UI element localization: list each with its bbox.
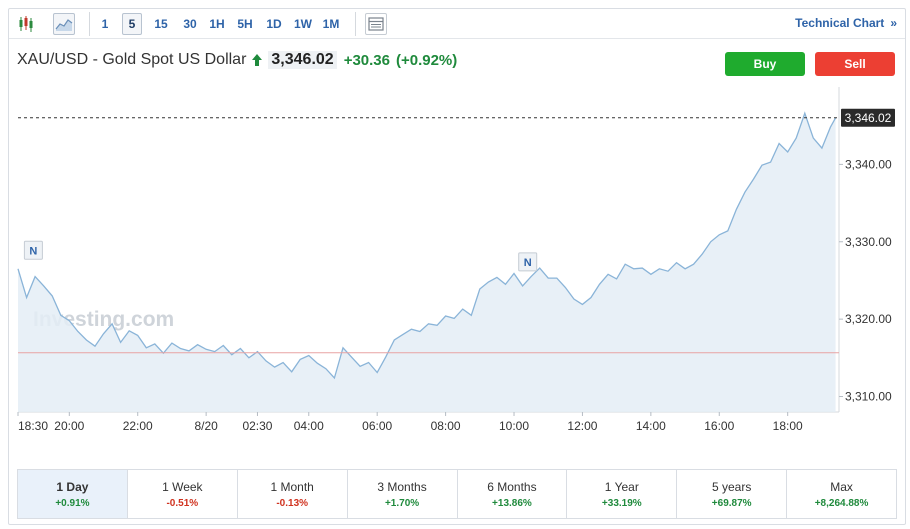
interval-button-30[interactable]: 30 [183, 17, 197, 31]
performance-label: 1 Week [162, 479, 203, 494]
technical-chart-link[interactable]: Technical Chart » [795, 16, 897, 30]
x-tick-label: 04:00 [294, 419, 324, 433]
performance-tab-3-months[interactable]: 3 Months +1.70% [348, 470, 458, 518]
chart-toolbar: 1 5 15 30 1H 5H 1D 1W 1M Technical Chart » [9, 9, 905, 39]
x-tick-label: 12:00 [567, 419, 597, 433]
x-tick-label: 10:00 [499, 419, 529, 433]
instrument-header: XAU/USD - Gold Spot US Dollar 3,346.02 +… [17, 49, 457, 71]
x-tick-label: 14:00 [636, 419, 666, 433]
x-tick-label: 8/20 [194, 419, 218, 433]
layout-icon[interactable] [365, 13, 387, 35]
interval-button-5[interactable]: 5 [122, 13, 142, 35]
performance-label: 1 Day [56, 479, 89, 494]
interval-button-1[interactable]: 1 [101, 17, 109, 31]
news-marker [518, 252, 538, 272]
performance-value: -0.13% [276, 497, 309, 509]
performance-label: 6 Months [487, 479, 537, 494]
toolbar-divider [89, 12, 90, 36]
price-change: +30.36 [343, 51, 390, 69]
last-price: 3,346.02 [268, 51, 337, 69]
candlestick-icon[interactable] [15, 13, 37, 35]
performance-value: +13.86% [492, 497, 532, 509]
news-marker-label: N [29, 245, 37, 257]
last-price-tag [841, 108, 895, 127]
y-tick-label: 3,320.00 [845, 312, 892, 326]
y-tick-label: 3,330.00 [845, 235, 892, 249]
last-price-label: 3,346.02 [845, 111, 892, 125]
y-tick-label: 3,310.00 [845, 390, 892, 404]
news-marker-label: N [524, 257, 532, 269]
news-marker [23, 240, 43, 260]
price-chart[interactable]: 3,310.00 3,320.00 3,330.00 3,340.00 18:30 20:… [9, 87, 905, 443]
up-arrow-icon [252, 54, 263, 66]
x-tick-label: 20:00 [54, 419, 84, 433]
performance-bar: 1 Day +0.91% 1 Week -0.51% 1 Month -0.13% 3 Mo… [17, 469, 897, 519]
performance-label: 5 years [712, 479, 752, 494]
price-line [17, 111, 837, 380]
area-chart-icon[interactable] [53, 13, 75, 35]
performance-label: 1 Year [604, 479, 639, 494]
toolbar-divider [355, 12, 356, 36]
performance-value: +0.91% [55, 497, 90, 509]
sell-button[interactable]: Sell [815, 52, 895, 76]
x-tick-label: 08:00 [431, 419, 461, 433]
y-tick-label: 3,340.00 [845, 157, 892, 171]
interval-button-15[interactable]: 15 [154, 17, 168, 31]
chevron-right-icon: » [890, 16, 897, 30]
x-tick-label: 06:00 [362, 419, 392, 433]
performance-tab-1-day[interactable]: 1 Day +0.91% [18, 470, 128, 518]
performance-tab-max[interactable]: Max +8,264.88% [787, 470, 896, 518]
interval-button-1m[interactable]: 1M [322, 17, 340, 31]
interval-button-5h[interactable]: 5H [237, 17, 253, 31]
x-tick-label: 22:00 [123, 419, 153, 433]
performance-value: +33.19% [601, 497, 642, 509]
chart-widget: 1 5 15 30 1H 5H 1D 1W 1M Technical Chart » XAU/US… [8, 8, 906, 525]
performance-tab-5-years[interactable]: 5 years +69.87% [677, 470, 788, 518]
performance-tab-6-months[interactable]: 6 Months +13.86% [458, 470, 568, 518]
interval-button-1w[interactable]: 1W [294, 17, 312, 31]
performance-tab-1-year[interactable]: 1 Year +33.19% [567, 470, 678, 518]
x-tick-label: 18:30 [18, 419, 48, 433]
x-tick-label: 18:00 [773, 419, 803, 433]
performance-value: +69.87% [711, 497, 752, 509]
performance-label: 1 Month [270, 479, 314, 494]
interval-button-1h[interactable]: 1H [209, 17, 225, 31]
performance-value: +1.70% [384, 497, 420, 509]
performance-label: Max [830, 479, 853, 494]
performance-value: -0.51% [166, 497, 199, 509]
performance-tab-1-month[interactable]: 1 Month -0.13% [238, 470, 348, 518]
technical-chart-label: Technical Chart [795, 16, 885, 30]
interval-button-1d[interactable]: 1D [266, 17, 282, 31]
performance-value: +8,264.88% [814, 497, 869, 509]
performance-tab-1-week[interactable]: 1 Week -0.51% [128, 470, 238, 518]
performance-label: 3 Months [377, 479, 427, 494]
buy-button[interactable]: Buy [725, 52, 805, 76]
instrument-name: XAU/USD - Gold Spot US Dollar [17, 51, 247, 68]
x-tick-label: 02:30 [242, 419, 272, 433]
price-area [18, 113, 836, 413]
x-tick-label: 16:00 [704, 419, 734, 433]
price-change-percent: (+0.92%) [395, 51, 458, 69]
